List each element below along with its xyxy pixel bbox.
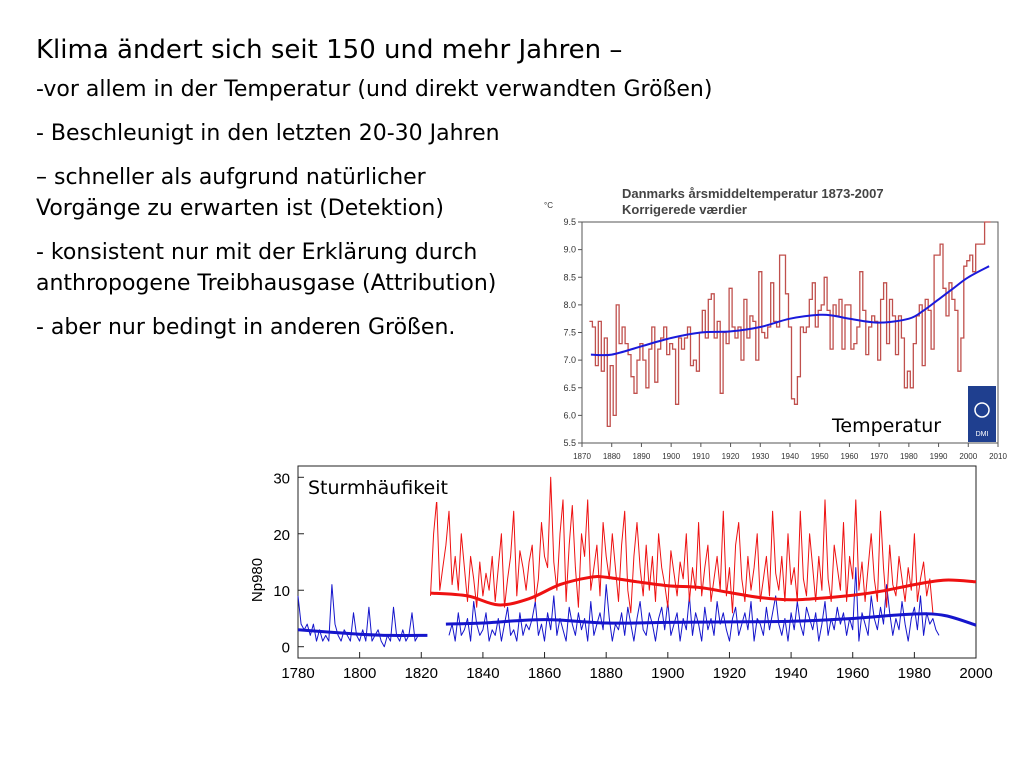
dmi-logo: DMI: [968, 386, 996, 442]
storm-blue-raw: [448, 567, 940, 642]
y-tick-label: 6.0: [563, 410, 576, 420]
smoothed-trend-series: [590, 265, 990, 357]
y-tick-label: 0: [282, 640, 290, 657]
slide-text: Klima ändert sich seit 150 und mehr Jahr…: [36, 30, 866, 356]
y-tick-label: 7.5: [563, 328, 576, 338]
bullet-temperature: -vor allem in der Temperatur (und direkt…: [36, 77, 713, 102]
x-tick-label: 1970: [870, 452, 888, 461]
y-tick-label: 6.5: [563, 383, 576, 393]
x-tick-label: 1900: [651, 665, 684, 682]
storm-blue-raw-early: [297, 584, 419, 648]
x-tick-label: 1910: [692, 452, 710, 461]
label-background: [304, 472, 484, 502]
bullet-other-quantities: - aber nur bedingt in anderen Größen.: [36, 315, 456, 340]
storm-red-smooth: [430, 574, 977, 607]
plot-frame: [297, 465, 977, 659]
x-tick-label: 1870: [573, 452, 591, 461]
x-tick-label: 1800: [343, 665, 376, 682]
y-tick-label: 30: [273, 470, 290, 487]
y-tick-label: 20: [273, 527, 290, 544]
x-tick-label: 1990: [930, 452, 948, 461]
storm-frequency-label: Sturmhäufikeit: [308, 477, 448, 499]
y-tick-label: 8.5: [563, 272, 576, 282]
x-tick-label: 1960: [836, 665, 869, 682]
x-tick-label: 1920: [722, 452, 740, 461]
y-tick-label: 10: [273, 583, 290, 600]
slide-title: Klima ändert sich seit 150 und mehr Jahr…: [36, 35, 623, 65]
x-tick-label: 2010: [989, 452, 1007, 461]
x-tick-label: 1900: [662, 452, 680, 461]
logo-text: DMI: [976, 431, 989, 438]
chart-subtitle: Korrigerede værdier: [622, 202, 747, 217]
temperature-label: Temperatur: [831, 415, 941, 437]
y-axis-label: Np980: [249, 558, 266, 602]
x-tick-label: 2000: [959, 452, 977, 461]
crown-icon: [974, 402, 990, 418]
storm-frequency-chart: 0 10 20 30 1780 1800 1820 1840 1860 1880 1900 1920 1…: [249, 465, 993, 682]
temperature-chart: Danmarks årsmiddeltemperatur 1873-2007Ko…: [544, 186, 1007, 461]
x-tick-label: 1780: [281, 665, 314, 682]
chart-title: Danmarks årsmiddeltemperatur 1873-2007: [622, 186, 884, 201]
x-tick-label: 1820: [405, 665, 438, 682]
y-tick-label: 9.0: [563, 245, 576, 255]
x-tick-label: 1960: [841, 452, 859, 461]
x-tick-label: 1890: [633, 452, 651, 461]
bullet-accelerated: - Beschleunigt in den letzten 20-30 Jahr…: [36, 121, 500, 146]
x-tick-label: 1980: [900, 452, 918, 461]
y-tick-label: 9.5: [563, 217, 576, 227]
logo-background: [968, 386, 996, 442]
x-tick-label: 1920: [713, 665, 746, 682]
storm-blue-smooth-early: [297, 628, 428, 637]
x-tick-label: 1840: [466, 665, 499, 682]
y-axis-unit: °C: [544, 201, 553, 210]
x-tick-label: 1940: [781, 452, 799, 461]
bullet-attribution: - konsistent nur mit der Erklärung durch…: [36, 240, 497, 296]
x-tick-label: 1940: [774, 665, 807, 682]
x-tick-label: 1930: [751, 452, 769, 461]
x-tick-label: 2000: [959, 665, 992, 682]
x-tick-label: 1980: [898, 665, 931, 682]
storm-red-raw: [430, 476, 934, 614]
x-tick-label: 1880: [603, 452, 621, 461]
y-tick-label: 7.0: [563, 355, 576, 365]
annual-temperature-series: [589, 221, 991, 428]
x-tick-label: 1860: [528, 665, 561, 682]
x-tick-label: 1950: [811, 452, 829, 461]
y-tick-label: 5.5: [563, 438, 576, 448]
storm-blue-smooth: [445, 612, 977, 627]
bullet-detection: – schneller als aufgrund natürlicher Vor…: [36, 165, 444, 221]
x-tick-label: 1880: [589, 665, 622, 682]
y-tick-label: 8.0: [563, 300, 576, 310]
